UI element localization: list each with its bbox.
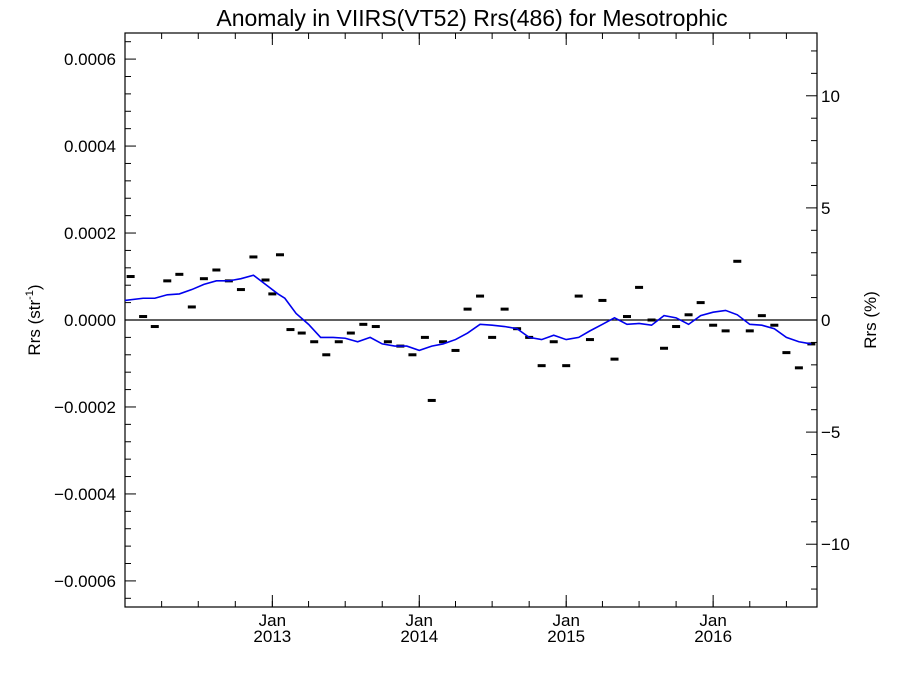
monthly-marker [139,315,148,319]
monthly-marker [268,292,277,296]
monthly-marker [236,288,245,292]
x-tick-label-month: Jan [406,611,433,630]
monthly-marker [598,298,607,302]
y-tick-label: 0.0000 [64,311,116,330]
monthly-marker [585,338,594,342]
y-tick-label: −0.0006 [54,572,116,591]
monthly-marker [610,357,619,361]
monthly-marker [261,278,270,282]
monthly-marker [427,398,436,402]
monthly-marker [346,331,355,335]
x-tick-label-month: Jan [699,611,726,630]
monthly-marker [807,342,816,346]
monthly-marker [537,364,546,368]
monthly-marker [684,313,693,317]
monthly-marker [371,325,380,329]
y2-axis-label: Rrs (%) [861,291,880,349]
x-tick-label-year: 2015 [547,627,585,646]
y-axis-label-close: ) [25,284,44,290]
monthly-marker [163,279,172,283]
monthly-marker [126,275,135,279]
monthly-marker [622,315,631,319]
monthly-marker [574,294,583,298]
y-axis-label-main: Rrs (str [25,300,44,356]
monthly-marker [212,268,221,272]
y-axis-label: Rrs (str-1) [24,284,44,355]
y2-tick-label: 0 [821,311,830,330]
y-axis-label-sup: -1 [24,290,36,300]
y2-tick-label: −5 [821,423,840,442]
monthly-marker [770,323,779,327]
monthly-marker [696,301,705,305]
monthly-marker [733,259,742,263]
monthly-marker [150,325,159,329]
monthly-marker [383,340,392,344]
monthly-marker [334,340,343,344]
x-tick-label-month: Jan [552,611,579,630]
monthly-marker [672,325,681,329]
x-tick-label-year: 2016 [694,627,732,646]
y2-tick-label: −10 [821,535,850,554]
x-tick-label-month: Jan [259,611,286,630]
monthly-marker [647,318,656,322]
monthly-marker [249,255,258,259]
monthly-marker [297,331,306,335]
monthly-marker [275,253,284,257]
monthly-marker [408,353,417,357]
monthly-marker [286,328,295,332]
y-tick-label: 0.0004 [64,137,116,156]
axis-ticks: 0.0006 0.0004 0.0002 0.0000 −0.0002 −0.0004 −0… [54,33,850,646]
monthly-marker [660,346,669,350]
monthly-marker [635,285,644,289]
monthly-marker [463,307,472,311]
monthly-marker [549,340,558,344]
monthly-marker [488,335,497,339]
smoothed-line [124,274,812,352]
y-tick-label: 0.0006 [64,50,116,69]
monthly-marker [562,364,571,368]
monthly-marker [757,314,766,318]
monthly-marker [500,307,509,311]
monthly-marker [709,323,718,327]
monthly-marker [310,340,319,344]
monthly-marker [782,351,791,355]
monthly-marker [476,294,485,298]
monthly-marker [420,335,429,339]
x-tick-label-year: 2013 [253,627,291,646]
y-tick-label: 0.0002 [64,224,116,243]
x-tick-label-year: 2014 [400,627,438,646]
y2-tick-label: 5 [821,199,830,218]
y-tick-label: −0.0002 [54,398,116,417]
monthly-marker [721,329,730,333]
y2-tick-label: 10 [821,87,840,106]
monthly-marker [199,277,208,281]
monthly-marker [451,348,460,352]
monthly-marker [745,329,754,333]
monthly-marker [359,322,368,326]
y-tick-label: −0.0004 [54,485,116,504]
monthly-marker [187,305,196,309]
monthly-marker [439,340,448,344]
chart-title: Anomaly in VIIRS(VT52) Rrs(486) for Meso… [216,5,727,31]
monthly-marker [175,272,184,276]
monthly-marker [322,353,331,357]
series-layer [124,253,816,402]
monthly-marker [794,366,803,370]
